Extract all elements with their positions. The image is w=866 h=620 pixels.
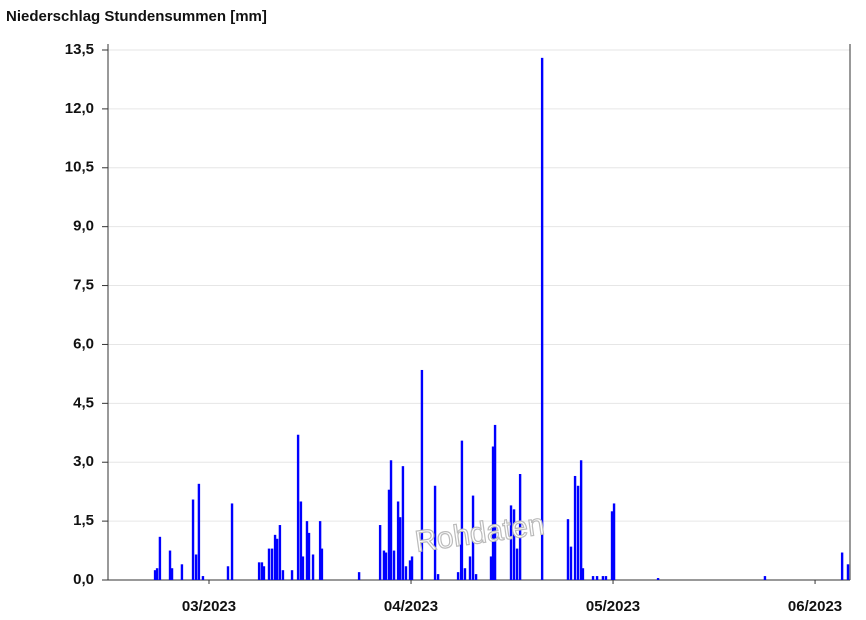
x-tick-label: 05/2023 bbox=[586, 598, 640, 615]
bar bbox=[273, 534, 277, 580]
bar bbox=[301, 556, 305, 580]
bar bbox=[357, 572, 361, 580]
x-tick-label: 03/2023 bbox=[182, 598, 236, 615]
bar bbox=[518, 474, 522, 580]
bar bbox=[509, 505, 513, 580]
bar bbox=[401, 466, 405, 580]
bar bbox=[378, 525, 382, 580]
bar bbox=[579, 460, 583, 580]
watermark: Rohdaten bbox=[413, 508, 546, 559]
bar bbox=[612, 503, 616, 580]
bar bbox=[275, 538, 279, 580]
bar bbox=[290, 570, 294, 580]
bar bbox=[846, 564, 850, 580]
bar bbox=[396, 501, 400, 580]
bar bbox=[581, 568, 585, 580]
bar bbox=[604, 576, 608, 580]
bar bbox=[566, 519, 570, 580]
y-tick-label: 0,0 bbox=[73, 571, 94, 588]
bar bbox=[260, 562, 264, 580]
bar bbox=[398, 517, 402, 580]
bar bbox=[404, 566, 408, 580]
bar bbox=[226, 566, 230, 580]
bar bbox=[197, 483, 201, 580]
bar bbox=[610, 511, 614, 580]
bar bbox=[515, 548, 519, 580]
bar bbox=[201, 576, 205, 580]
bar bbox=[576, 485, 580, 580]
x-tick-label: 06/2023 bbox=[788, 598, 842, 615]
bar bbox=[389, 460, 393, 580]
bar bbox=[296, 434, 300, 580]
bar bbox=[491, 446, 495, 580]
bar bbox=[433, 485, 437, 580]
bar bbox=[436, 574, 440, 580]
bar bbox=[382, 550, 386, 580]
bar bbox=[474, 574, 478, 580]
bar bbox=[591, 576, 595, 580]
y-tick-label: 7,5 bbox=[73, 277, 94, 294]
bar bbox=[311, 554, 315, 580]
y-tick-label: 1,5 bbox=[73, 512, 94, 529]
bar bbox=[512, 509, 516, 580]
bar bbox=[840, 552, 844, 580]
y-tick-label: 4,5 bbox=[73, 394, 94, 411]
bar bbox=[168, 550, 172, 580]
bar bbox=[420, 369, 424, 580]
bar bbox=[299, 501, 303, 580]
bar bbox=[267, 548, 271, 580]
x-tick-label: 04/2023 bbox=[384, 598, 438, 615]
bar bbox=[257, 562, 261, 580]
bar bbox=[540, 57, 544, 580]
bar bbox=[468, 556, 472, 580]
bar bbox=[270, 548, 274, 580]
bar bbox=[158, 536, 162, 580]
bar bbox=[463, 568, 467, 580]
bar bbox=[305, 521, 309, 580]
bar bbox=[408, 560, 412, 580]
bar bbox=[191, 499, 195, 580]
bar bbox=[387, 489, 391, 580]
bar bbox=[307, 532, 311, 580]
bar bbox=[318, 521, 322, 580]
bar bbox=[194, 554, 198, 580]
bar bbox=[153, 570, 157, 580]
y-tick-label: 10,5 bbox=[65, 159, 94, 176]
bar bbox=[493, 424, 497, 580]
bar bbox=[573, 475, 577, 580]
bar bbox=[471, 495, 475, 580]
bar bbox=[262, 566, 266, 580]
y-tick-label: 12,0 bbox=[65, 100, 94, 117]
bar bbox=[392, 550, 396, 580]
bar bbox=[595, 576, 599, 580]
bar bbox=[278, 525, 282, 580]
y-tick-label: 13,5 bbox=[65, 41, 94, 58]
bar bbox=[456, 572, 460, 580]
bar bbox=[281, 570, 285, 580]
bar bbox=[460, 440, 464, 580]
y-tick-label: 3,0 bbox=[73, 453, 94, 470]
bar bbox=[601, 576, 605, 580]
bar bbox=[569, 546, 573, 580]
y-tick-label: 9,0 bbox=[73, 218, 94, 235]
bar bbox=[170, 568, 174, 580]
bar bbox=[410, 556, 414, 580]
y-tick-label: 6,0 bbox=[73, 335, 94, 352]
bar bbox=[180, 564, 184, 580]
bar bbox=[155, 568, 159, 580]
bar bbox=[230, 503, 234, 580]
bar bbox=[320, 548, 324, 580]
bar bbox=[384, 552, 388, 580]
bar bbox=[656, 578, 660, 580]
chart-title: Niederschlag Stundensummen [mm] bbox=[6, 8, 267, 25]
bar bbox=[489, 556, 493, 580]
bar bbox=[763, 576, 767, 580]
